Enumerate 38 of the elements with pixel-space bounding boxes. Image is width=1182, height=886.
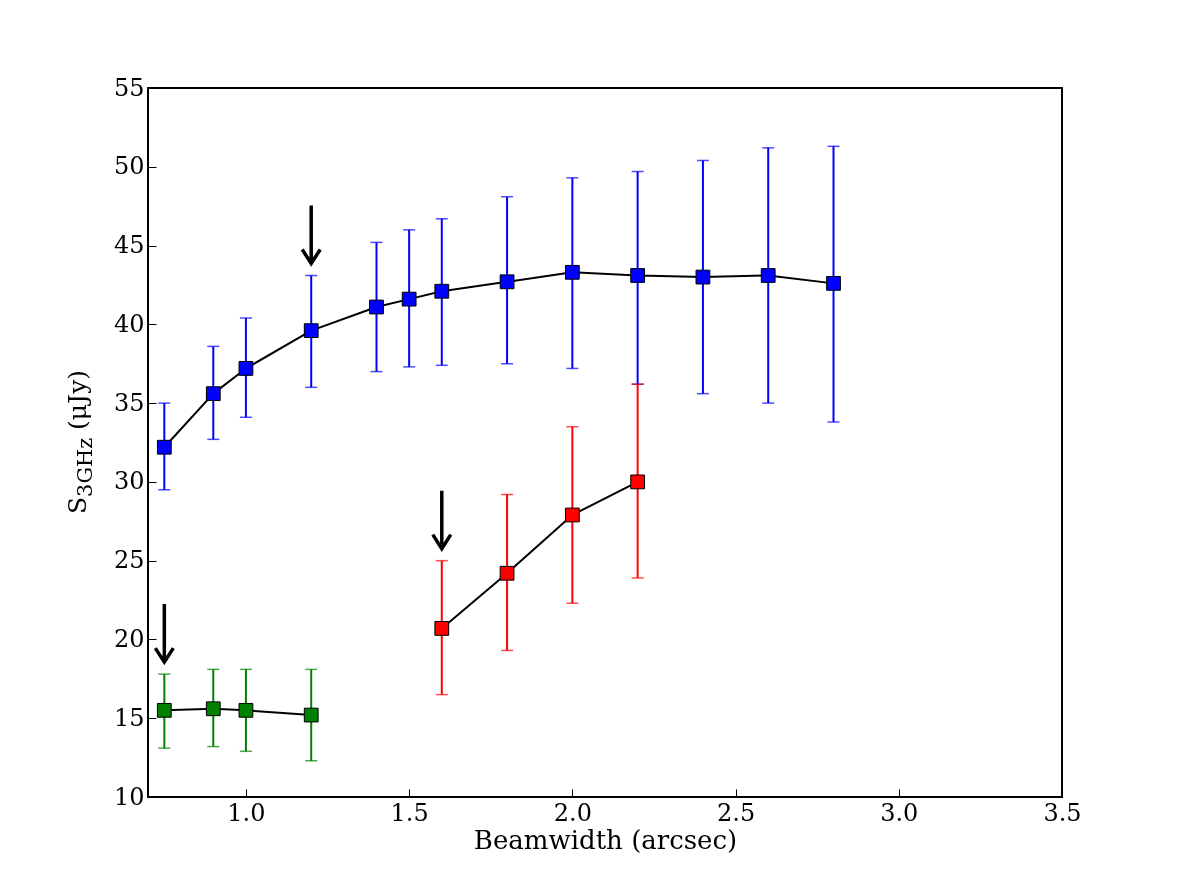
- y-tick-label: 15: [113, 703, 145, 732]
- point: [303, 323, 319, 339]
- y-tick-label: 55: [113, 73, 145, 102]
- y-tick-label: 25: [113, 546, 145, 575]
- point: [156, 702, 172, 718]
- point: [238, 361, 254, 376]
- point: [760, 268, 776, 283]
- x-axis-title: Beamwidth (arcsec): [473, 824, 738, 855]
- point: [564, 264, 580, 280]
- point: [564, 507, 580, 523]
- x-tick-label: 2.5: [716, 798, 756, 827]
- point: [434, 283, 450, 299]
- point: [826, 275, 841, 291]
- x-tick-label: 2.0: [553, 798, 592, 827]
- point: [205, 701, 221, 717]
- point: [630, 474, 646, 490]
- x-tick-label: 3.5: [1043, 798, 1082, 827]
- x-tick-label: 3.0: [880, 798, 919, 827]
- x-tick-label: 1.0: [227, 798, 266, 827]
- point: [695, 269, 711, 285]
- y-tick-label: 10: [113, 782, 145, 811]
- point: [156, 439, 172, 455]
- y-tick-label: 50: [113, 152, 145, 181]
- point: [205, 386, 221, 402]
- y-tick-label: 30: [113, 467, 145, 496]
- point: [238, 702, 254, 718]
- y-tick-label: 40: [113, 309, 145, 338]
- point: [630, 268, 646, 283]
- point: [499, 565, 515, 581]
- point: [369, 299, 384, 315]
- y-tick-label: 20: [113, 624, 145, 653]
- x-tick-label: 1.5: [390, 798, 429, 827]
- point: [401, 291, 417, 307]
- y-tick-label: 45: [113, 231, 145, 260]
- point: [434, 621, 450, 636]
- y-tick-label: 35: [113, 388, 145, 417]
- point: [499, 274, 515, 290]
- point: [303, 707, 319, 723]
